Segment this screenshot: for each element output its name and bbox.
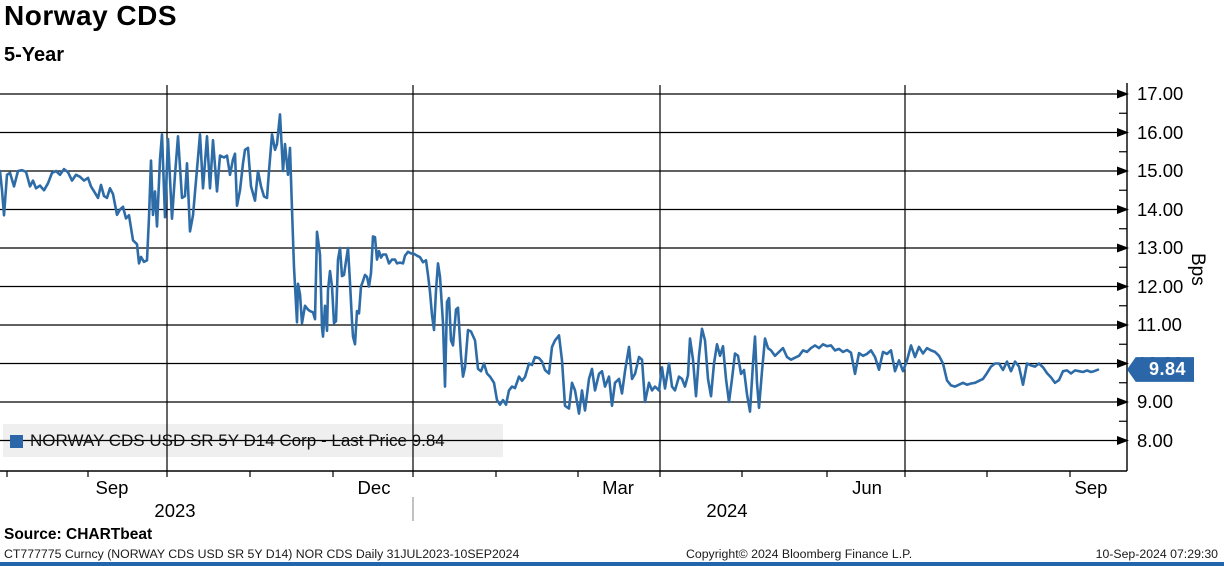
y-axis-unit-label: Bps — [1187, 253, 1208, 286]
legend: NORWAY CDS USD SR 5Y D14 Corp - Last Pri… — [10, 431, 445, 451]
y-axis-tick-label: 17.00 — [1137, 83, 1184, 104]
legend-series-marker-icon — [10, 434, 23, 448]
y-axis-tick-label: 13.00 — [1137, 237, 1184, 258]
y-major-tick-arrow-icon — [1117, 166, 1129, 176]
y-axis-tick-label: 16.00 — [1137, 121, 1184, 143]
y-major-tick-arrow-icon — [1117, 243, 1129, 253]
y-axis-tick-label: 14.00 — [1137, 198, 1184, 220]
page-title: Norway CDS — [4, 0, 178, 31]
x-axis-month-label: Jun — [852, 477, 882, 498]
x-axis-month-label: Sep — [1074, 477, 1108, 498]
chart-canvas — [0, 83, 1129, 521]
y-major-tick-arrow-icon — [1117, 89, 1129, 99]
x-axis-month-label: Dec — [357, 477, 391, 498]
legend-series-label: NORWAY CDS USD SR 5Y D14 Corp - Last Pri… — [30, 431, 445, 450]
y-major-tick-arrow-icon — [1117, 282, 1129, 291]
y-major-tick-arrow-icon — [1117, 359, 1129, 368]
copyright-text: Copyright© 2024 Bloomberg Finance L.P. — [686, 547, 913, 561]
x-axis-year-label: 2024 — [706, 500, 748, 521]
last-price-badge: 9.84 — [1127, 357, 1194, 382]
y-major-tick-arrow-icon — [1117, 397, 1129, 407]
y-axis-tick-label: 8.00 — [1137, 429, 1174, 451]
y-axis-tick-label: 11.00 — [1137, 314, 1182, 335]
source-label: Source: CHARTbeat — [4, 526, 153, 543]
y-axis-tick-label: 12.00 — [1137, 275, 1184, 297]
y-major-tick-arrow-icon — [1117, 320, 1129, 330]
timestamp-text: 10-Sep-2024 07:29:30 — [1095, 547, 1218, 561]
y-axis-tick-label: 15.00 — [1137, 160, 1184, 181]
bottom-accent-bar — [0, 562, 1224, 566]
security-meta-text: CT777775 Curncy (NORWAY CDS USD SR 5Y D1… — [4, 547, 520, 561]
y-major-tick-arrow-icon — [1117, 128, 1129, 137]
x-axis-year-label: 2023 — [154, 500, 196, 521]
y-major-tick-arrow-icon — [1117, 436, 1129, 445]
price-line-series — [0, 113, 1100, 415]
y-major-tick-arrow-icon — [1117, 205, 1129, 214]
x-axis-month-label: Sep — [95, 477, 129, 498]
page-subtitle: 5-Year — [4, 44, 65, 66]
x-axis-month-label: Mar — [602, 477, 634, 498]
y-axis-tick-label: 9.00 — [1137, 391, 1174, 412]
